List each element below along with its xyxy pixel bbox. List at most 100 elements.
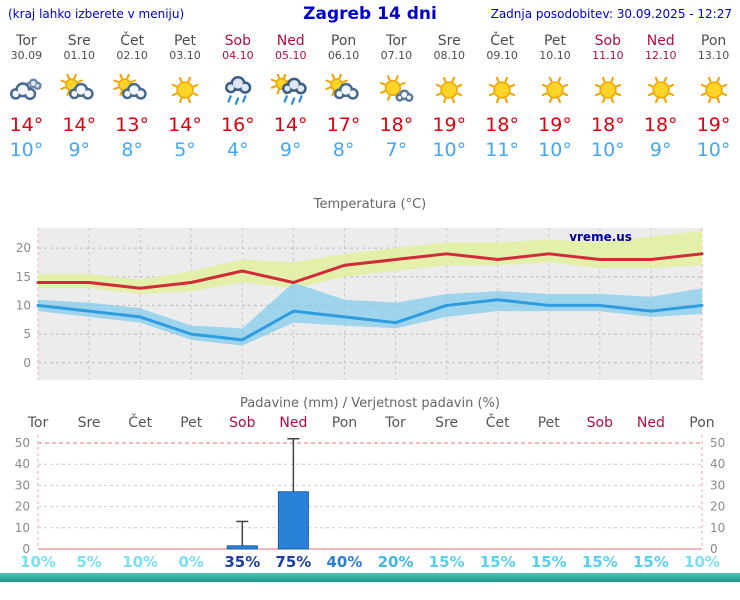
day-date: 06.10 <box>327 49 360 62</box>
page-title: Zagreb 14 dni <box>303 4 437 24</box>
svg-text:50: 50 <box>15 436 30 450</box>
forecast-day[interactable]: Sre 01.10 14° 9° <box>53 28 106 161</box>
day-name: Sob <box>224 33 252 49</box>
svg-text:Ned: Ned <box>637 415 665 431</box>
forecast-grid: Tor 30.09 14° 10° Sre 01.10 14° 9° Čet 0… <box>0 28 740 162</box>
svg-text:10: 10 <box>16 298 31 312</box>
svg-text:20: 20 <box>16 241 31 255</box>
temp-min: 10° <box>591 139 625 161</box>
rain-sun-icon <box>270 74 312 108</box>
forecast-day[interactable]: Ned 12.10 18° 9° <box>634 28 687 162</box>
forecast-day[interactable]: Čet 09.10 18° 11° <box>476 28 529 162</box>
svg-text:10%: 10% <box>20 553 56 571</box>
day-name: Sre <box>67 33 91 49</box>
svg-text:15%: 15% <box>531 553 567 571</box>
temp-max: 18° <box>485 114 519 136</box>
svg-text:Pet: Pet <box>180 415 203 431</box>
temp-min: 9° <box>279 139 302 161</box>
mostly-sunny-icon <box>375 74 417 108</box>
day-name: Pet <box>543 33 567 49</box>
forecast-day[interactable]: Ned 05.10 14° 9° <box>264 28 317 161</box>
svg-text:Sre: Sre <box>435 415 458 431</box>
svg-text:0: 0 <box>22 542 30 556</box>
temperature-chart: 0 5 10 15 20 vreme.us <box>16 228 704 380</box>
temp-chart-title: Temperatura (°C) <box>313 197 427 212</box>
temp-max: 19° <box>696 114 731 136</box>
day-name: Tor <box>16 33 37 49</box>
svg-text:35%: 35% <box>224 553 260 571</box>
svg-text:Sob: Sob <box>229 415 255 431</box>
temp-min: 8° <box>121 139 143 161</box>
day-date: 02.10 <box>116 49 148 62</box>
forecast-day[interactable]: Tor 07.10 18° 7° <box>370 28 423 161</box>
precip-chart-title: Padavine (mm) / Verjetnost padavin (%) <box>240 396 500 411</box>
sun-icon <box>534 74 576 108</box>
forecast-day[interactable]: Pet 03.10 14° 5° <box>159 28 212 162</box>
forecast-day[interactable]: Sre 08.10 19° 10° <box>423 28 476 162</box>
day-date: 12.10 <box>644 49 677 62</box>
sun-icon <box>481 74 523 108</box>
sun-icon <box>640 74 682 108</box>
day-name: Ned <box>646 33 675 49</box>
day-date: 30.09 <box>10 49 43 62</box>
forecast-day[interactable]: Tor 30.09 14° 10° <box>0 28 53 162</box>
forecast-day[interactable]: Sob 04.10 16° 4° <box>211 28 264 162</box>
day-date: 01.10 <box>63 49 96 62</box>
svg-text:0: 0 <box>710 542 718 556</box>
svg-text:Tor: Tor <box>27 415 49 431</box>
day-name: Čet <box>490 33 515 49</box>
precipitation-chart: Tor Sre Čet Pet Sob Ned Pon Tor Sre Čet Pet Sob Ned P… <box>15 413 726 571</box>
svg-text:5%: 5% <box>76 553 101 571</box>
svg-text:Čet: Čet <box>128 413 152 431</box>
svg-text:10: 10 <box>15 521 30 535</box>
day-date: 10.10 <box>539 49 571 62</box>
partly-cloudy-icon <box>323 74 365 108</box>
svg-text:30: 30 <box>710 478 725 492</box>
svg-text:10: 10 <box>710 521 725 535</box>
day-name: Pon <box>330 33 357 49</box>
sun-icon <box>164 74 206 108</box>
svg-text:Pon: Pon <box>332 415 357 431</box>
svg-text:Ned: Ned <box>279 415 307 431</box>
temp-min: 9° <box>649 139 672 161</box>
svg-text:15%: 15% <box>480 553 516 571</box>
forecast-day[interactable]: Pon 13.10 19° 10° <box>687 28 740 162</box>
last-updated: Zadnja posodobitev: 30.09.2025 - 12:27 <box>490 7 732 21</box>
day-date: 11.10 <box>592 49 624 62</box>
forecast-day[interactable]: Sob 11.10 18° 10° <box>581 28 634 162</box>
temp-max: 18° <box>591 114 625 136</box>
svg-text:15%: 15% <box>582 553 618 571</box>
svg-text:0: 0 <box>23 356 31 370</box>
svg-text:Tor: Tor <box>384 415 406 431</box>
day-date: 03.10 <box>169 49 201 62</box>
svg-text:50: 50 <box>710 436 725 450</box>
day-date: 05.10 <box>274 49 307 62</box>
day-name: Sob <box>594 33 622 49</box>
temp-min: 11° <box>485 139 519 161</box>
svg-text:Sre: Sre <box>78 415 101 431</box>
temp-max: 19° <box>432 114 467 136</box>
svg-text:5: 5 <box>23 327 31 341</box>
forecast-day[interactable]: Pet 10.10 19° 10° <box>529 28 582 162</box>
temp-min: 5° <box>174 139 196 161</box>
svg-text:75%: 75% <box>275 553 311 571</box>
temp-min: 4° <box>227 139 249 161</box>
svg-text:15%: 15% <box>429 553 465 571</box>
day-date: 09.10 <box>486 49 518 62</box>
svg-text:20%: 20% <box>378 553 414 571</box>
forecast-day[interactable]: Čet 02.10 13° 8° <box>106 28 159 161</box>
cloudy-icon <box>5 74 47 108</box>
temp-max: 17° <box>326 114 361 136</box>
temp-max: 18° <box>643 114 678 136</box>
day-date: 13.10 <box>697 49 730 62</box>
temp-max: 14° <box>9 114 44 136</box>
day-date: 08.10 <box>433 49 466 62</box>
svg-text:Pon: Pon <box>689 415 714 431</box>
temp-max: 14° <box>168 114 202 136</box>
day-name: Pon <box>700 33 727 49</box>
partly-cloudy-icon <box>111 74 153 108</box>
svg-text:vreme.us: vreme.us <box>569 230 632 244</box>
forecast-day[interactable]: Pon 06.10 17° 8° <box>317 28 370 161</box>
day-name: Sre <box>437 33 461 49</box>
svg-text:20: 20 <box>15 500 30 514</box>
